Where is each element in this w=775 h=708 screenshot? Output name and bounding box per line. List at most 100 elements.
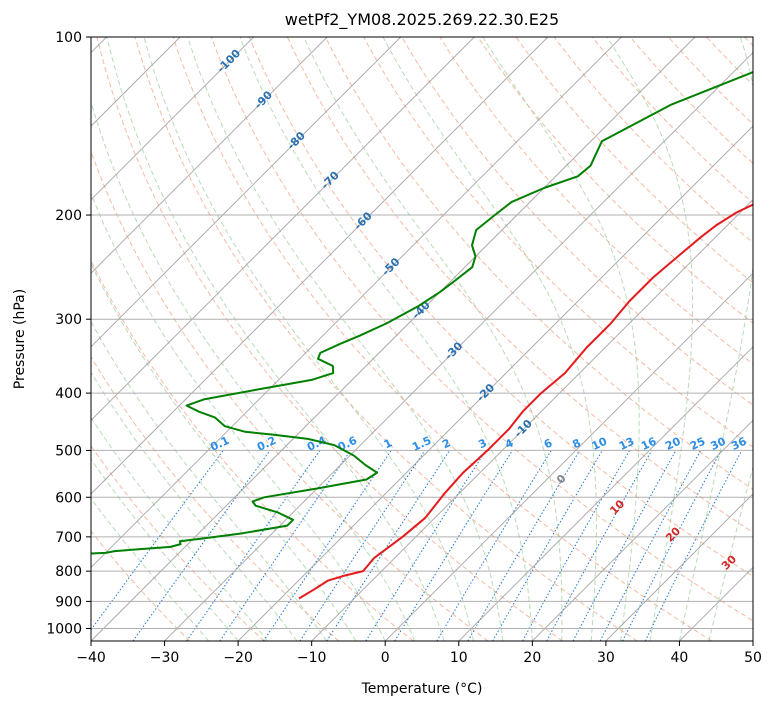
dry-adiabat bbox=[134, 37, 638, 641]
y-tick-label: 600 bbox=[55, 490, 82, 506]
moist-adiabat bbox=[382, 37, 597, 641]
dry-adiabat bbox=[591, 37, 753, 204]
mixing-ratio-line bbox=[394, 450, 513, 641]
mixing-ratio-line bbox=[365, 450, 487, 641]
mixing-ratio-line bbox=[522, 450, 631, 641]
x-axis-title: Temperature (°C) bbox=[361, 681, 483, 697]
mixing-ratio-label: 13 bbox=[617, 435, 636, 453]
y-tick-label: 700 bbox=[55, 530, 82, 546]
isotherm bbox=[237, 125, 753, 641]
dry-adiabat bbox=[515, 37, 753, 284]
isotherm bbox=[531, 419, 753, 641]
mixing-ratio-label: 20 bbox=[663, 435, 683, 453]
mixing-ratio-line bbox=[644, 450, 743, 641]
dry-adiabat bbox=[91, 150, 489, 641]
dry-adiabat bbox=[439, 37, 753, 365]
profile-series bbox=[91, 71, 753, 600]
x-tick-label: −20 bbox=[223, 650, 253, 666]
moist-adiabat bbox=[678, 37, 753, 641]
y-tick-label: 1000 bbox=[46, 621, 82, 637]
dry-adiabat bbox=[325, 37, 753, 490]
isobar-gridlines bbox=[91, 37, 753, 629]
moist-adiabat bbox=[482, 37, 640, 641]
y-axis: 100 200 300 400 500 600 700 800 900 1000 bbox=[46, 30, 91, 637]
isotherm bbox=[91, 37, 402, 348]
x-tick-label: 40 bbox=[671, 650, 689, 666]
x-tick-label: 0 bbox=[381, 650, 390, 666]
y-tick-label: 200 bbox=[55, 208, 82, 224]
isotherm bbox=[91, 37, 622, 569]
moist-adiabat bbox=[91, 320, 327, 641]
moist-adiabats bbox=[91, 37, 753, 641]
y-tick-label: 900 bbox=[55, 594, 82, 610]
plot-area: -100-90-80-70-60-50-40-30-20-100.1 0.2 0.4… bbox=[91, 37, 753, 641]
y-axis-title: Pressure (hPa) bbox=[12, 289, 28, 389]
plot-frame bbox=[90, 36, 754, 642]
mixing-ratio-line bbox=[599, 450, 702, 641]
adiabat-labels: -100-90-80-70-60-50-40-30-20-100.1 0.2 0.4… bbox=[208, 47, 749, 573]
y-tick-label: 100 bbox=[55, 30, 82, 46]
mixing-ratio-line bbox=[436, 450, 552, 641]
mixing-ratio-label: 25 bbox=[688, 435, 707, 453]
y-tick-label: 400 bbox=[55, 386, 82, 402]
moist-adiabat bbox=[143, 37, 474, 641]
moist-adiabat bbox=[606, 37, 694, 641]
mixing-ratio-lines bbox=[91, 450, 743, 641]
isotherm bbox=[91, 37, 475, 422]
dry-adiabat bbox=[172, 37, 713, 641]
mixing-ratio-line bbox=[622, 450, 722, 641]
x-tick-label: −40 bbox=[76, 650, 106, 666]
dry-adiabat bbox=[91, 530, 191, 641]
mixing-ratio-label: 16 bbox=[639, 435, 659, 453]
moist-adiabat bbox=[187, 37, 504, 641]
mixing-ratio-label: 10 bbox=[590, 435, 610, 453]
profile-line bbox=[298, 203, 753, 600]
x-axis: −40 −30 −20 −10 0 10 20 30 40 50 bbox=[76, 641, 762, 666]
mixing-ratio-label: 36 bbox=[729, 435, 749, 453]
isotherm bbox=[91, 37, 328, 274]
mixing-ratio-label: 30 bbox=[709, 435, 729, 453]
x-tick-label: −30 bbox=[150, 650, 180, 666]
mixing-ratio-line bbox=[546, 450, 653, 641]
isotherm bbox=[605, 493, 753, 641]
mixing-ratio-line bbox=[132, 450, 271, 641]
mixing-ratio-line bbox=[91, 450, 224, 631]
moist-adiabat bbox=[91, 458, 239, 641]
mixing-ratio-line bbox=[326, 450, 451, 641]
moist-adiabat bbox=[708, 464, 753, 641]
x-tick-label: 20 bbox=[523, 650, 541, 666]
y-tick-label: 300 bbox=[55, 312, 82, 328]
profile-line bbox=[91, 71, 753, 555]
dry-adiabat bbox=[248, 37, 753, 577]
dry-adiabat bbox=[477, 37, 753, 324]
x-tick-label: −10 bbox=[297, 650, 327, 666]
dry-adiabat bbox=[91, 259, 414, 641]
isotherm bbox=[458, 346, 753, 641]
x-tick-label: 50 bbox=[744, 650, 762, 666]
chart-title: wetPf2_YM08.2025.269.22.30.E25 bbox=[285, 10, 559, 30]
y-tick-label: 500 bbox=[55, 443, 82, 459]
isotherm bbox=[91, 37, 255, 201]
mixing-ratio-line bbox=[299, 450, 426, 641]
dry-adiabat bbox=[286, 37, 753, 534]
dry-adiabat bbox=[401, 37, 753, 406]
y-tick-label: 800 bbox=[55, 564, 82, 580]
moist-adiabat bbox=[303, 37, 563, 641]
dry-adiabat bbox=[91, 355, 340, 641]
isotherm bbox=[91, 37, 549, 495]
moist-adiabat bbox=[106, 37, 445, 641]
moist-adiabat bbox=[91, 192, 386, 641]
mixing-ratio-line bbox=[263, 450, 392, 641]
moist-adiabat bbox=[239, 37, 533, 641]
moist-adiabat bbox=[91, 262, 357, 641]
mixing-ratio-line bbox=[572, 450, 677, 641]
moist-adiabat bbox=[91, 416, 268, 641]
mixing-ratio-line bbox=[219, 450, 352, 641]
isotherm bbox=[164, 51, 753, 641]
dry-adiabat bbox=[96, 37, 563, 641]
x-tick-label: 30 bbox=[597, 650, 615, 666]
isotherm bbox=[311, 198, 753, 641]
x-tick-label: 10 bbox=[450, 650, 468, 666]
dry-adiabat bbox=[210, 37, 753, 622]
